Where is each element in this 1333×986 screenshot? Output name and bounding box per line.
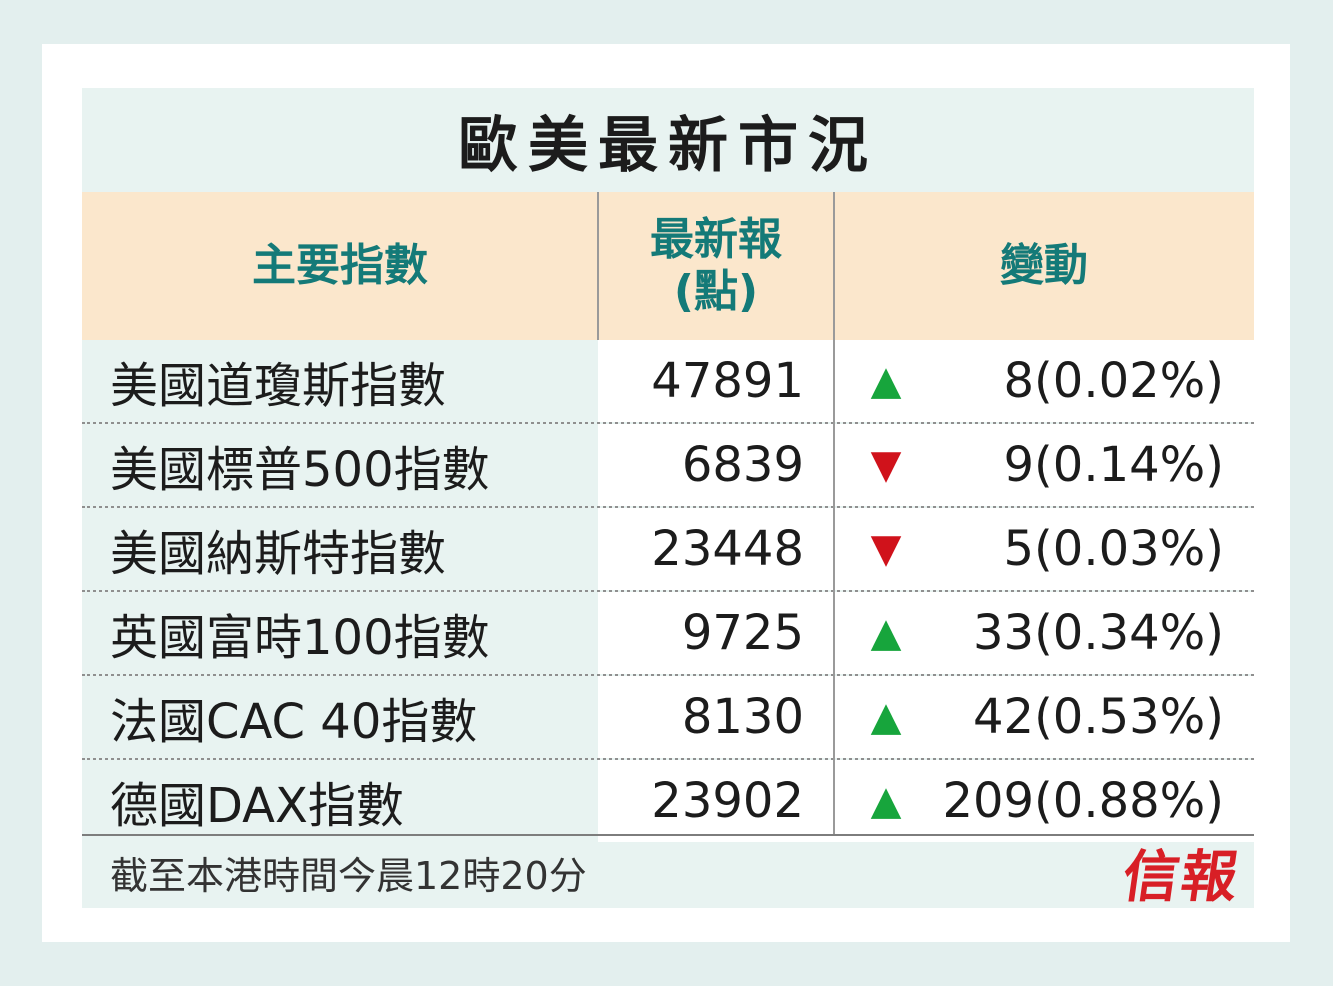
index-value: 23902 bbox=[651, 773, 804, 829]
row-divider bbox=[82, 674, 1254, 677]
row-divider bbox=[82, 590, 1254, 593]
header-latest-line1: 最新報 bbox=[650, 214, 782, 265]
up-arrow-icon: ▲ bbox=[870, 358, 902, 404]
index-name: 美國標普500指數 bbox=[110, 442, 490, 498]
up-arrow-icon: ▲ bbox=[870, 610, 902, 656]
header-change-label: 變動 bbox=[1000, 240, 1088, 291]
up-arrow-icon: ▲ bbox=[870, 778, 902, 824]
index-change: 5(0.03%) bbox=[1003, 521, 1224, 577]
row-divider bbox=[82, 758, 1254, 761]
timestamp-note: 截至本港時間今晨12時20分 bbox=[110, 853, 587, 898]
header-latest: 最新報 (點) bbox=[598, 192, 834, 340]
index-value: 47891 bbox=[651, 353, 804, 409]
market-table-panel: 歐美最新市況 主要指數 最新報 (點) 變動 美國道瓊斯指數 47891 ▲ 8… bbox=[82, 88, 1254, 910]
table-title: 歐美最新市況 bbox=[458, 110, 878, 181]
index-change: 42(0.53%) bbox=[972, 689, 1224, 745]
table-body: 美國道瓊斯指數 47891 ▲ 8(0.02%) 美國標普500指數 6839 … bbox=[82, 340, 1254, 842]
down-arrow-icon: ▼ bbox=[870, 442, 902, 488]
index-name: 法國CAC 40指數 bbox=[110, 694, 478, 750]
index-change: 33(0.34%) bbox=[972, 605, 1224, 661]
index-name: 德國DAX指數 bbox=[110, 778, 404, 834]
header-change: 變動 bbox=[834, 192, 1254, 340]
table-row: 英國富時100指數 9725 ▲ 33(0.34%) bbox=[82, 592, 1254, 674]
header-index-label: 主要指數 bbox=[252, 240, 428, 291]
index-name: 美國道瓊斯指數 bbox=[110, 358, 447, 414]
row-divider bbox=[82, 422, 1254, 425]
index-name: 英國富時100指數 bbox=[110, 610, 490, 666]
column-divider bbox=[833, 192, 835, 834]
row-divider bbox=[82, 506, 1254, 509]
index-name: 美國納斯特指數 bbox=[110, 526, 447, 582]
table-row: 法國CAC 40指數 8130 ▲ 42(0.53%) bbox=[82, 676, 1254, 758]
table-bottom-rule bbox=[82, 834, 1254, 836]
table-row: 美國納斯特指數 23448 ▼ 5(0.03%) bbox=[82, 508, 1254, 590]
table-row: 德國DAX指數 23902 ▲ 209(0.88%) bbox=[82, 760, 1254, 842]
table-header: 主要指數 最新報 (點) 變動 bbox=[82, 192, 1254, 340]
index-change: 8(0.02%) bbox=[1003, 353, 1224, 409]
column-divider bbox=[597, 192, 599, 340]
header-index: 主要指數 bbox=[82, 192, 598, 340]
table-row: 美國道瓊斯指數 47891 ▲ 8(0.02%) bbox=[82, 340, 1254, 422]
table-row: 美國標普500指數 6839 ▼ 9(0.14%) bbox=[82, 424, 1254, 506]
index-value: 6839 bbox=[681, 437, 804, 493]
index-value: 9725 bbox=[681, 605, 804, 661]
up-arrow-icon: ▲ bbox=[870, 694, 902, 740]
index-value: 23448 bbox=[651, 521, 804, 577]
index-value: 8130 bbox=[681, 689, 804, 745]
publisher-logo: 信報 bbox=[1118, 843, 1245, 910]
index-change: 9(0.14%) bbox=[1003, 437, 1224, 493]
header-latest-line2: (點) bbox=[673, 266, 759, 317]
index-change: 209(0.88%) bbox=[942, 773, 1224, 829]
down-arrow-icon: ▼ bbox=[870, 526, 902, 572]
